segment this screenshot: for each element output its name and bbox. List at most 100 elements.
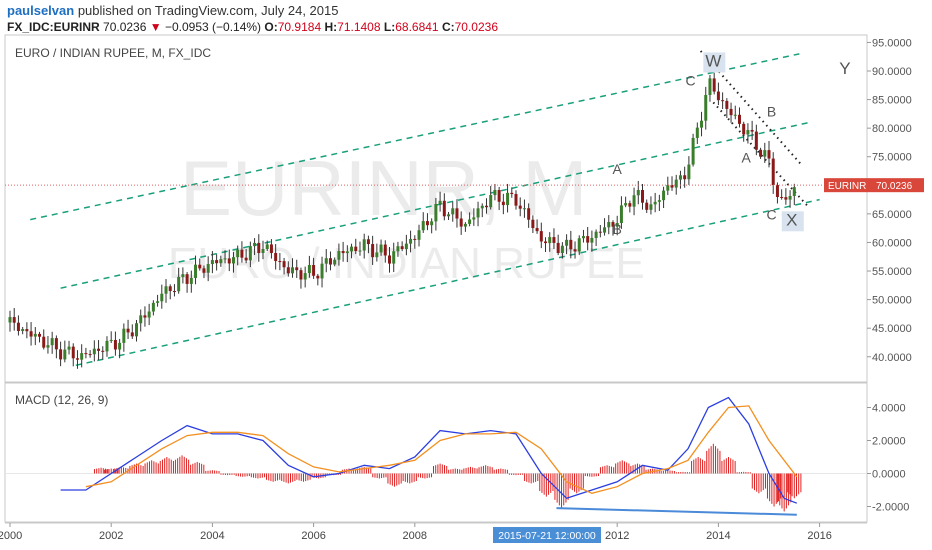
candle-body [156, 301, 160, 303]
candle-body [388, 255, 391, 264]
wave-label-c: C [686, 72, 696, 88]
candle-body [539, 231, 543, 242]
candle-body [678, 175, 682, 180]
high-label: H: [324, 20, 338, 34]
candle-body [215, 260, 219, 264]
candle-body [164, 286, 168, 294]
candle-body [754, 131, 758, 150]
candle-body [139, 315, 143, 324]
candle-body [687, 164, 691, 180]
candle-body [632, 195, 636, 207]
candle-body [463, 223, 467, 227]
candle-body [50, 338, 54, 346]
candle-body [489, 195, 493, 208]
wave-label-a: A [742, 149, 752, 165]
candle-body [447, 214, 451, 217]
open-value: 70.9184 [277, 20, 322, 34]
candle-body [97, 348, 101, 351]
price-label-symbol: EURINR [828, 181, 866, 192]
price-axis-label: 95.0000 [872, 37, 912, 49]
candle-body [248, 246, 252, 261]
candle-body [565, 239, 569, 246]
candle-body [392, 251, 396, 264]
candle-body [607, 222, 611, 228]
watermark-symbol: EURINR, M [180, 144, 587, 232]
candle-body [611, 222, 615, 227]
candle-body [759, 149, 763, 157]
open-label: O: [264, 20, 278, 34]
candle-body [683, 175, 687, 180]
macd-histogram [93, 443, 802, 512]
candle-body [594, 231, 598, 238]
candle-body [29, 331, 33, 337]
close-label: C: [441, 20, 455, 34]
price-axis-label: 90.0000 [872, 66, 912, 78]
macd-axis-label: 0.0000 [872, 469, 906, 481]
high-value: 71.1408 [337, 20, 381, 34]
author-link[interactable]: paulselvan [7, 3, 75, 18]
time-axis-label: 2000 [0, 530, 22, 542]
candle-body [38, 333, 42, 337]
falling-wedge-line[interactable] [699, 50, 803, 166]
candle-body [780, 196, 784, 198]
published-text: published on TradingView.com, July 24, 2… [77, 3, 339, 18]
candle-body [598, 231, 602, 233]
close-value: 70.0236 [454, 20, 499, 34]
candle-body [442, 200, 446, 217]
price-axis-label: 45.0000 [872, 323, 912, 335]
candle-body [113, 339, 117, 350]
candle-body [240, 249, 244, 258]
macd-series-macd[interactable] [60, 396, 798, 504]
candle-body [236, 249, 240, 258]
last-price: 70.0236 [103, 20, 147, 34]
candle-body [33, 333, 37, 337]
candle-body [704, 95, 708, 121]
candle-body [586, 236, 590, 243]
candle-body [63, 349, 67, 360]
candle-body [350, 246, 354, 252]
candle-body [227, 258, 231, 264]
candle-body [379, 244, 383, 253]
candle-body [577, 238, 581, 252]
candle-body [189, 277, 193, 284]
candle-body [46, 345, 50, 348]
candle-body [771, 158, 775, 186]
candle-body [274, 252, 278, 262]
candle-body [615, 222, 619, 227]
trend-channel-line[interactable] [60, 121, 810, 289]
macd-axis-label: -2.0000 [872, 502, 909, 514]
candle-body [501, 201, 505, 206]
candle-body [434, 203, 438, 222]
candle-body [459, 218, 463, 227]
candle-body [383, 244, 387, 256]
wave-label-x: X [786, 210, 797, 229]
candle-body [92, 348, 96, 355]
candle-body [531, 219, 535, 229]
divergence-line[interactable] [556, 507, 797, 516]
candle-body [130, 332, 134, 337]
candle-body [628, 203, 632, 207]
candle-body [413, 238, 417, 240]
candle-body [25, 329, 29, 332]
candle-body [147, 311, 151, 318]
price-axis-label: 50.0000 [872, 295, 912, 307]
macd-series-signal[interactable] [85, 405, 798, 494]
price-change: −0.0953 (−0.14%) [164, 20, 262, 34]
candle-body [135, 323, 138, 337]
candle-body [451, 208, 455, 215]
falling-wedge-line[interactable] [712, 101, 808, 206]
candle-body [792, 187, 796, 196]
candle-body [510, 192, 514, 195]
candle-body [8, 317, 12, 323]
candle-body [202, 268, 206, 273]
ohlc-line: FX_IDC:EURINR 70.0236 ▼ −0.0953 (−0.14%)… [7, 20, 498, 34]
candle-body [358, 250, 362, 252]
candle-body [88, 354, 92, 356]
down-arrow-icon: ▼ [149, 20, 162, 34]
candle-body [54, 338, 58, 350]
candle-body [177, 276, 181, 292]
candle-body [303, 273, 307, 280]
time-axis-label: 2012 [605, 530, 629, 542]
candle-body [328, 258, 332, 265]
